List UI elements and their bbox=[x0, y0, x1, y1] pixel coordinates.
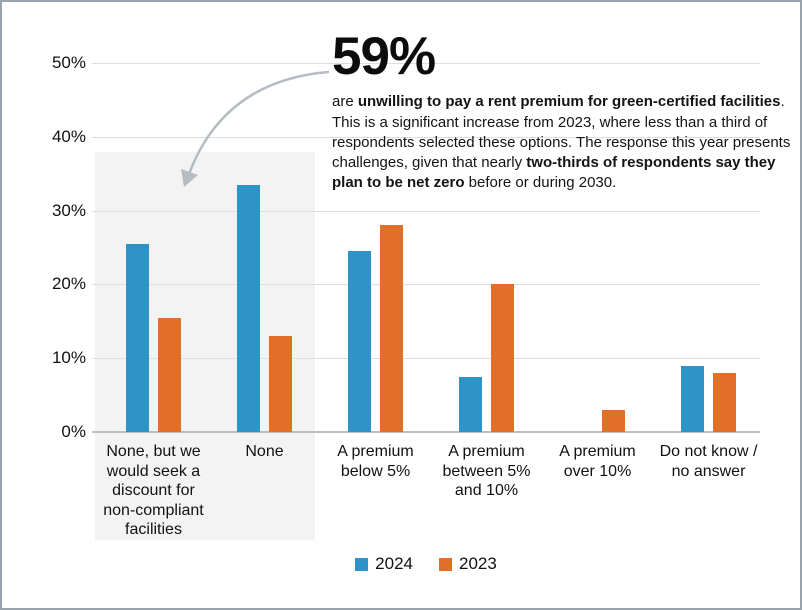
legend-item-2023: 2023 bbox=[439, 554, 497, 574]
y-tick-label: 0% bbox=[61, 422, 86, 441]
bar-2023 bbox=[380, 225, 403, 432]
bar-group bbox=[209, 63, 320, 432]
annotation-text-segment: two-thirds of respondents say they plan … bbox=[332, 154, 776, 192]
x-category-label: A premium below 5% bbox=[337, 443, 414, 480]
annotation-text-segment: are bbox=[332, 93, 358, 111]
y-tick-label: 30% bbox=[51, 200, 86, 220]
gridline bbox=[92, 358, 760, 360]
legend-swatch-icon bbox=[355, 557, 369, 571]
bar-2024 bbox=[459, 377, 482, 432]
annotation-headline: 59% bbox=[332, 27, 436, 86]
annotation-text-segment: unwilling to pay a rent premium for gree… bbox=[357, 93, 781, 111]
bar-2023 bbox=[602, 410, 625, 432]
bar-2023 bbox=[491, 284, 514, 432]
bar-group bbox=[431, 63, 542, 432]
gridline bbox=[92, 284, 760, 286]
gridline bbox=[92, 136, 760, 138]
y-tick-label: 10% bbox=[51, 348, 86, 368]
legend: 2024 2023 bbox=[92, 554, 760, 574]
annotation-block: 59% are unwilling to pay a rent premium … bbox=[332, 27, 798, 194]
annotation-text-segment: . This is a significant increase from 20… bbox=[332, 93, 791, 172]
annotation-text-segment: before or during 2030. bbox=[464, 174, 617, 192]
bar-2024 bbox=[681, 366, 704, 432]
y-tick-label: 40% bbox=[51, 126, 86, 146]
legend-label: 2024 bbox=[375, 554, 413, 573]
legend-label: 2023 bbox=[459, 554, 497, 573]
x-category-label: None bbox=[245, 443, 284, 460]
y-tick-label: 20% bbox=[51, 274, 86, 294]
x-category-label: A premium over 10% bbox=[559, 443, 636, 480]
bar-2023 bbox=[713, 373, 736, 432]
y-tick-label: 50% bbox=[51, 53, 86, 72]
bar-group bbox=[98, 63, 209, 432]
bar-2024 bbox=[237, 185, 260, 432]
x-category-label: None, but we would seek a discount for n… bbox=[103, 443, 204, 539]
bar-group bbox=[542, 63, 653, 432]
annotation-body: are unwilling to pay a rent premium for … bbox=[332, 92, 798, 193]
bar-2023 bbox=[269, 336, 292, 432]
x-axis-line bbox=[92, 431, 760, 433]
gridline bbox=[92, 63, 760, 64]
bar-2023 bbox=[158, 318, 181, 432]
legend-item-2024: 2024 bbox=[355, 554, 413, 574]
x-category-label: Do not know / no answer bbox=[659, 443, 758, 480]
x-category-label: A premium between 5% and 10% bbox=[442, 443, 531, 500]
bar-2024 bbox=[348, 251, 371, 432]
bar-group bbox=[320, 63, 431, 432]
bar-2024 bbox=[126, 244, 149, 432]
bar-group bbox=[653, 63, 764, 432]
legend-swatch-icon bbox=[439, 557, 452, 571]
gridline bbox=[92, 210, 760, 212]
